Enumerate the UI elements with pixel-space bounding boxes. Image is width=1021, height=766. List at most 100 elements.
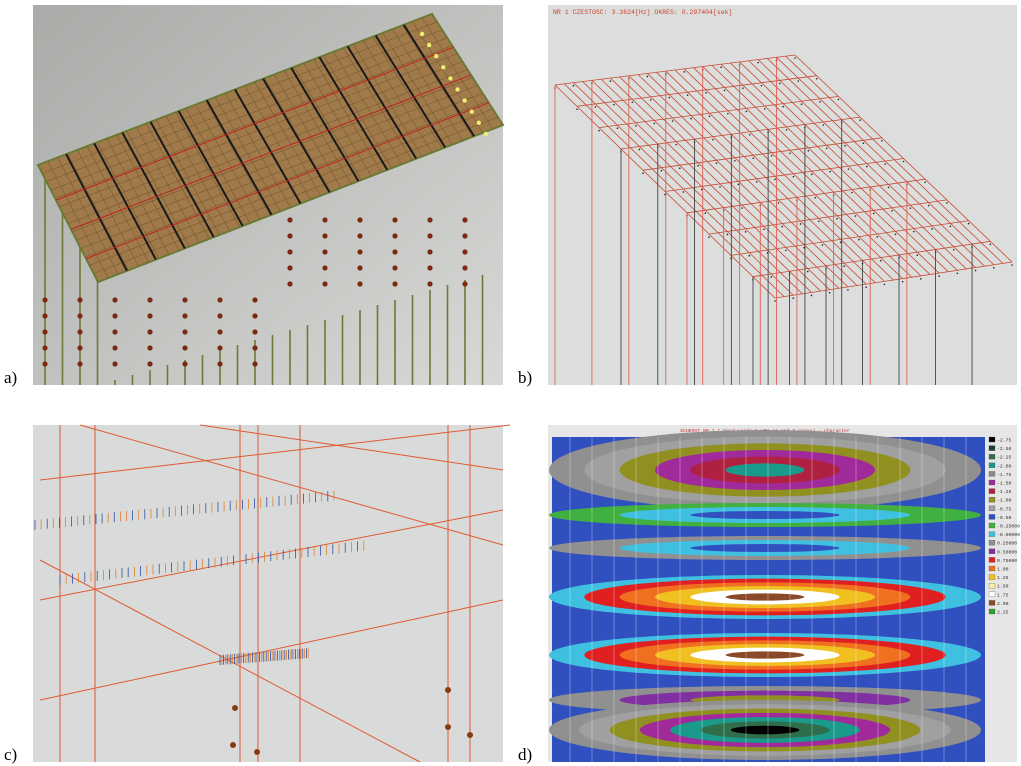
node [441, 65, 445, 69]
node [357, 265, 362, 270]
node [357, 233, 362, 238]
node [672, 120, 674, 122]
node [610, 80, 612, 82]
panel-label: d) [518, 745, 532, 764]
node [477, 121, 481, 125]
node [322, 217, 327, 222]
node [727, 113, 729, 115]
node [427, 281, 432, 286]
legend-swatch [989, 600, 995, 605]
legend-swatch [989, 592, 995, 597]
legend-label: -0.50 [997, 515, 1012, 521]
node [392, 265, 397, 270]
node [683, 191, 685, 193]
node [727, 234, 729, 236]
node [635, 125, 637, 127]
legend-label: -0.75 [997, 506, 1012, 512]
node [182, 297, 187, 302]
node [287, 281, 292, 286]
node [252, 313, 257, 318]
node [42, 361, 47, 366]
node [287, 233, 292, 238]
node [746, 111, 748, 113]
node [701, 189, 703, 191]
node [683, 71, 685, 73]
node [617, 127, 619, 129]
node [661, 170, 663, 172]
node [792, 297, 794, 299]
node [823, 124, 825, 126]
node [865, 286, 867, 288]
node [679, 167, 681, 169]
node [705, 92, 707, 94]
node [217, 345, 222, 350]
node [147, 345, 152, 350]
node [800, 223, 802, 225]
node [838, 99, 840, 101]
legend-swatch [989, 454, 995, 459]
node [863, 142, 865, 144]
node [1011, 264, 1013, 266]
figure: NR 1 CZESTOSC: 3.3624[Hz] OKRES: 0.29740… [0, 0, 1021, 766]
node [847, 289, 849, 291]
node [818, 221, 820, 223]
node [811, 173, 813, 175]
node [844, 145, 846, 147]
node [786, 129, 788, 131]
node [903, 161, 905, 163]
node [427, 217, 432, 222]
node [782, 106, 784, 108]
legend-swatch [989, 575, 995, 580]
node [77, 361, 82, 366]
legend-swatch [989, 480, 995, 485]
node [752, 157, 754, 159]
node [573, 85, 575, 87]
node [705, 212, 707, 214]
node [462, 265, 467, 270]
legend-swatch [989, 437, 995, 442]
node [392, 217, 397, 222]
node [455, 87, 459, 91]
mode-header: NR 1 CZESTOSC: 3.3624[Hz] OKRES: 0.29740… [553, 9, 732, 16]
node [462, 233, 467, 238]
node [808, 150, 810, 152]
node [916, 254, 918, 256]
node [690, 118, 692, 120]
legend-swatch [989, 532, 995, 537]
node [470, 110, 474, 114]
node [182, 345, 187, 350]
node [445, 687, 451, 693]
node [781, 226, 783, 228]
node [843, 265, 845, 267]
node [730, 258, 732, 260]
legend-swatch [989, 566, 995, 571]
node [232, 705, 238, 711]
contour-band [726, 651, 805, 658]
node [42, 313, 47, 318]
node [462, 98, 466, 102]
node [778, 202, 780, 204]
panel-d: SCHEMAT NR 1 * Dead Loads & LRV (1 and 3… [548, 425, 1020, 762]
legend-label: -1.50 [997, 481, 1012, 487]
node [884, 284, 886, 286]
node [182, 329, 187, 334]
node [287, 265, 292, 270]
node [462, 217, 467, 222]
legend-swatch [989, 609, 995, 614]
node [789, 152, 791, 154]
node [785, 250, 787, 252]
node [866, 166, 868, 168]
node [891, 210, 893, 212]
node [826, 147, 828, 149]
node [968, 223, 970, 225]
node [724, 90, 726, 92]
node [738, 184, 740, 186]
node [774, 178, 776, 180]
legend-label: -2.75 [997, 438, 1012, 444]
node [112, 361, 117, 366]
legend-swatch [989, 489, 995, 494]
node [748, 255, 750, 257]
node [653, 123, 655, 125]
node [764, 108, 766, 110]
legend-label: -1.00 [997, 498, 1012, 504]
